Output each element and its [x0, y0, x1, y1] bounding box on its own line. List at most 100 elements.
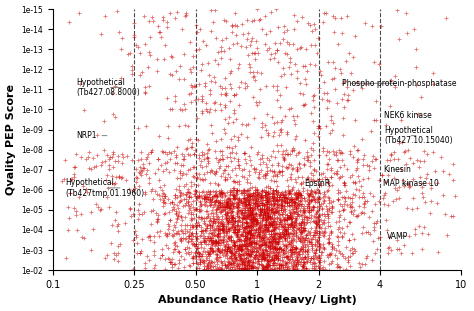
- Point: [139, 166, 147, 171]
- Point: [202, 163, 210, 168]
- Point: [258, 266, 266, 271]
- Point: [164, 196, 172, 201]
- Point: [224, 201, 231, 206]
- Point: [283, 228, 290, 233]
- Point: [279, 210, 287, 215]
- Point: [270, 256, 278, 261]
- Point: [185, 262, 193, 267]
- Point: [159, 203, 166, 208]
- Point: [253, 199, 261, 204]
- Point: [204, 242, 212, 247]
- Point: [259, 254, 267, 259]
- Point: [309, 98, 317, 103]
- Point: [350, 191, 357, 196]
- Point: [203, 151, 210, 156]
- Point: [206, 87, 214, 92]
- Point: [92, 163, 100, 168]
- Point: [320, 231, 328, 236]
- Point: [275, 245, 283, 250]
- Point: [249, 216, 257, 221]
- Point: [62, 255, 70, 260]
- Point: [234, 235, 242, 240]
- Point: [232, 33, 239, 38]
- Point: [297, 180, 305, 185]
- Point: [263, 239, 270, 244]
- Point: [136, 250, 144, 255]
- Point: [151, 170, 159, 175]
- Point: [186, 189, 193, 194]
- Point: [287, 216, 294, 221]
- Point: [282, 113, 289, 118]
- Point: [230, 252, 237, 257]
- Point: [262, 221, 269, 226]
- Point: [283, 229, 290, 234]
- Point: [169, 234, 177, 239]
- Point: [237, 265, 245, 270]
- Point: [292, 203, 299, 208]
- Point: [248, 194, 255, 199]
- Point: [211, 264, 219, 269]
- Point: [251, 77, 259, 82]
- Point: [233, 232, 241, 237]
- Point: [277, 233, 285, 238]
- Point: [223, 255, 231, 260]
- Point: [272, 221, 279, 226]
- Point: [285, 229, 292, 234]
- Point: [303, 220, 311, 225]
- Point: [111, 218, 118, 223]
- Point: [250, 264, 257, 269]
- Point: [194, 249, 202, 254]
- Point: [241, 200, 248, 205]
- Point: [284, 214, 292, 219]
- Point: [314, 188, 321, 193]
- Point: [242, 220, 250, 225]
- Point: [184, 239, 191, 244]
- Point: [276, 234, 284, 239]
- Point: [230, 229, 238, 234]
- Point: [229, 215, 237, 220]
- Point: [358, 195, 366, 200]
- Point: [160, 18, 167, 23]
- Point: [339, 254, 346, 259]
- Point: [424, 232, 432, 237]
- Point: [246, 196, 254, 201]
- Point: [283, 254, 290, 259]
- Point: [208, 246, 216, 251]
- Point: [197, 225, 205, 230]
- Point: [397, 250, 404, 255]
- Point: [295, 248, 302, 253]
- Point: [343, 14, 351, 19]
- Point: [191, 234, 199, 239]
- Point: [282, 234, 289, 239]
- Point: [303, 191, 311, 196]
- Point: [325, 211, 332, 216]
- Point: [233, 229, 240, 234]
- Point: [168, 106, 176, 111]
- Point: [166, 217, 173, 222]
- Point: [231, 243, 238, 248]
- Point: [197, 241, 205, 246]
- Point: [317, 171, 325, 176]
- Point: [245, 154, 253, 159]
- Point: [234, 220, 242, 225]
- Point: [342, 266, 350, 271]
- Point: [274, 224, 282, 229]
- Point: [287, 222, 294, 227]
- Point: [269, 224, 277, 229]
- Point: [240, 242, 247, 247]
- Point: [233, 233, 241, 238]
- Point: [283, 266, 291, 271]
- Point: [230, 93, 238, 98]
- Point: [217, 209, 224, 214]
- Point: [214, 205, 221, 210]
- Point: [308, 188, 315, 193]
- Point: [221, 243, 229, 248]
- Point: [277, 204, 284, 209]
- Point: [229, 203, 237, 208]
- Point: [243, 188, 251, 193]
- Point: [293, 164, 301, 169]
- Point: [137, 172, 145, 177]
- Point: [223, 177, 231, 182]
- Point: [273, 172, 281, 177]
- Point: [282, 231, 290, 236]
